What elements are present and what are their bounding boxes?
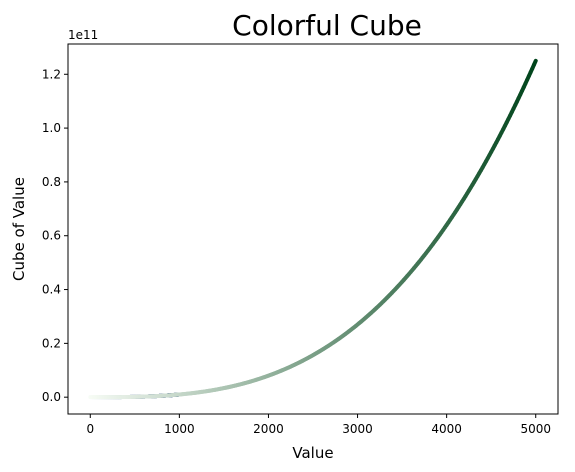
- x-tick-label: 1000: [164, 422, 195, 436]
- x-tick-label: 4000: [431, 422, 462, 436]
- y-tick-label: 0.6: [42, 229, 61, 243]
- y-tick-label: 0.2: [42, 336, 61, 350]
- y-tick-label: 0.4: [42, 283, 61, 297]
- y-tick-label: 0.8: [42, 175, 61, 189]
- x-axis: 0 1000 2000 3000 4000 5000: [86, 414, 551, 436]
- y-axis-label: Cube of Value: [10, 177, 28, 281]
- x-axis-label: Value: [292, 444, 333, 462]
- series-layer: [88, 58, 538, 400]
- y-offset-label: 1e11: [68, 28, 98, 42]
- x-tick-label: 2000: [253, 422, 284, 436]
- y-axis: 0.0 0.2 0.4 0.6 0.8 1.0 1.2: [42, 67, 68, 404]
- x-tick-label: 0: [86, 422, 94, 436]
- x-tick-label: 3000: [342, 422, 373, 436]
- y-tick-label: 1.0: [42, 121, 61, 135]
- y-tick-label: 1.2: [42, 67, 61, 81]
- y-tick-label: 0.0: [42, 390, 61, 404]
- x-tick-label: 5000: [520, 422, 551, 436]
- series-greens-segment: [532, 58, 538, 67]
- plot-frame: [67, 43, 559, 415]
- chart-title: Colorful Cube: [232, 9, 422, 42]
